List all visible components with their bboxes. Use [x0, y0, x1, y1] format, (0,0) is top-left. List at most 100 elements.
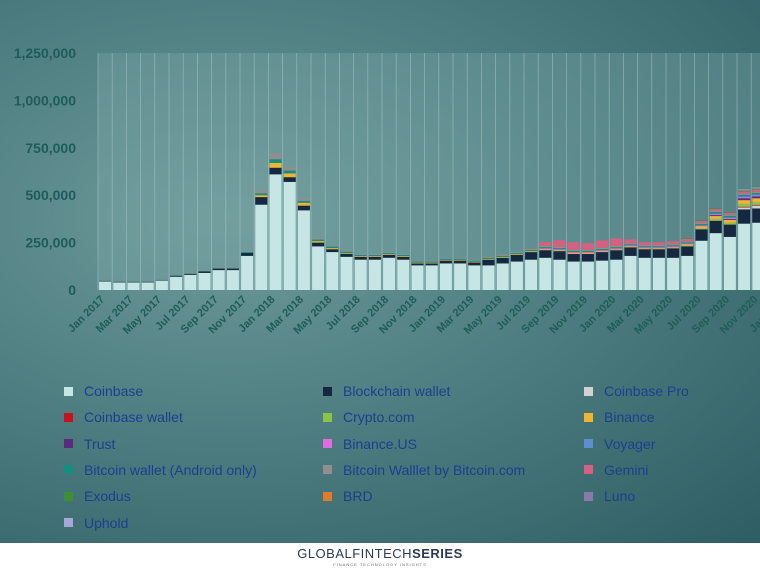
- bar-segment: [752, 202, 760, 205]
- legend-swatch: [584, 465, 593, 475]
- bar-segment: [368, 259, 381, 290]
- bar-segment: [638, 242, 651, 246]
- bar-segment: [652, 246, 665, 248]
- bar-segment: [312, 239, 325, 242]
- bar-segment: [553, 246, 566, 249]
- bar-segment: [681, 238, 694, 239]
- legend-item: Luno: [584, 486, 635, 506]
- bar-segment: [610, 259, 623, 290]
- bar-segment: [681, 242, 694, 244]
- legend-label: Trust: [84, 435, 116, 452]
- bar-segment: [297, 200, 310, 203]
- bar-segment: [326, 248, 339, 250]
- bar-segment: [510, 251, 523, 254]
- bar-segment: [681, 245, 694, 247]
- bar-segment: [738, 203, 751, 207]
- legend-swatch: [584, 439, 593, 449]
- bar-segment: [752, 196, 760, 199]
- bar-segment: [752, 188, 760, 189]
- legend-swatch: [323, 439, 332, 449]
- bar-segment: [610, 246, 623, 248]
- bar-segment: [468, 259, 481, 261]
- bar-segment: [723, 212, 736, 213]
- bar-segment: [340, 253, 353, 254]
- bar-segment: [596, 252, 609, 261]
- bar-segment: [638, 249, 651, 258]
- bar-segment: [695, 222, 708, 225]
- bar-segment: [667, 244, 680, 246]
- bar-segment: [496, 263, 509, 290]
- legend-label: Coinbase Pro: [604, 383, 689, 399]
- bar-segment: [510, 254, 523, 262]
- bar-segment: [738, 200, 751, 204]
- bar-segment: [127, 282, 140, 290]
- footer: GLOBALFINTECHSERIES FINANCE TECHNOLOGY I…: [0, 543, 760, 570]
- bar-segment: [496, 257, 509, 264]
- bar-segment: [681, 244, 694, 246]
- bar-segment: [411, 263, 424, 266]
- legend-item: BRD: [323, 486, 373, 506]
- bar-segment: [525, 249, 538, 252]
- bar-segment: [738, 197, 751, 199]
- legend-label: Binance.US: [343, 435, 417, 452]
- bar-segment: [539, 242, 552, 247]
- legend-label: Binance: [604, 409, 655, 426]
- bar-segment: [312, 238, 325, 240]
- y-tick-label: 500,000: [25, 187, 76, 203]
- legend-swatch: [323, 412, 332, 422]
- bar-segment: [553, 240, 566, 247]
- bar-segment: [269, 159, 282, 163]
- bar-segment: [709, 220, 722, 234]
- chart-panel: 0 250,000 500,000 750,000 1,000,000 1,250,000…: [0, 0, 760, 543]
- bar-segment: [652, 257, 665, 290]
- bar-segment: [752, 194, 760, 196]
- bar-segment: [383, 251, 396, 254]
- legend-label: Blockchain wallet: [343, 383, 451, 399]
- bar-segment: [567, 250, 580, 253]
- legend-label: Luno: [604, 488, 636, 505]
- bar-segment: [482, 258, 495, 260]
- bar-segment: [411, 262, 424, 264]
- bar-segment: [738, 206, 751, 208]
- bar-segment: [226, 270, 239, 290]
- bar-segment: [354, 256, 367, 257]
- legend-swatch: [323, 491, 332, 501]
- legend-item: Binance: [584, 407, 655, 427]
- bar-segment: [411, 265, 424, 290]
- bar-segment: [297, 198, 310, 201]
- bar-segment: [553, 259, 566, 290]
- bar-segment: [681, 243, 694, 245]
- bar-segment: [752, 205, 760, 209]
- bar-segment: [567, 253, 580, 254]
- bar-segment: [212, 268, 225, 271]
- y-tick-label: 0: [68, 282, 76, 298]
- bar-segment: [638, 247, 651, 249]
- bar-segment: [610, 250, 623, 260]
- bar-segment: [695, 220, 708, 223]
- bar-segment: [738, 190, 751, 192]
- bar-segment: [624, 247, 637, 256]
- legend-label: Bitcoin Walllet by Bitcoin.com: [343, 461, 526, 478]
- bar-segment: [411, 261, 424, 263]
- bar-segment: [667, 245, 680, 247]
- bar-segment: [752, 198, 760, 203]
- bar-segment: [354, 253, 367, 255]
- bar-segment: [454, 259, 467, 261]
- bar-segment: [383, 257, 396, 290]
- bar-segment: [723, 222, 736, 225]
- bar-segment: [354, 259, 367, 290]
- bar-segment: [752, 208, 760, 223]
- bar-segment: [553, 249, 566, 251]
- bar-segment: [155, 279, 168, 281]
- legend-label: Uphold: [84, 514, 129, 531]
- y-tick-label: 1,250,000: [14, 45, 76, 61]
- bar-segment: [709, 214, 722, 216]
- legend-swatch: [584, 412, 593, 422]
- bar-segment: [581, 253, 594, 262]
- bar-segment: [709, 233, 722, 290]
- bar-segment: [667, 246, 680, 248]
- bar-segment: [723, 217, 736, 218]
- bar-segment: [709, 210, 722, 213]
- bar-segment: [581, 243, 594, 250]
- bar-segment: [525, 252, 538, 260]
